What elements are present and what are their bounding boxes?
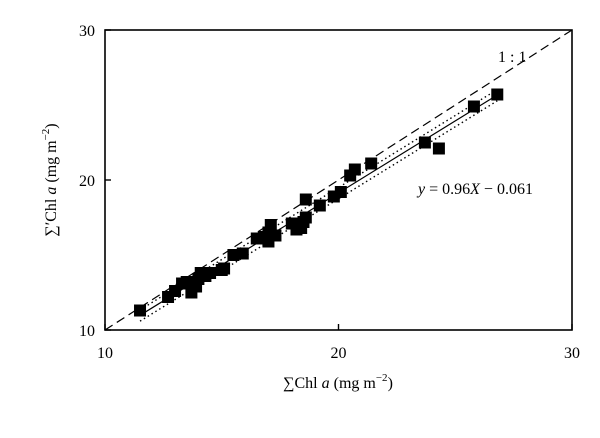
- x-axis-label-part-5: ): [388, 375, 393, 392]
- y-axis-label-part-2: a: [43, 187, 60, 195]
- one-to-one-label: 1 : 1: [498, 49, 526, 66]
- y-axis-label-part-3: (mg m: [43, 140, 60, 187]
- data-point: [313, 199, 326, 212]
- y-axis-label-part-5: ): [43, 123, 60, 128]
- equation-y: y: [416, 181, 426, 198]
- data-point: [348, 163, 361, 176]
- data-point: [334, 186, 347, 198]
- y-tick-label: 30: [79, 23, 95, 40]
- data-point: [134, 304, 147, 317]
- equation-coef: = 0.96: [425, 181, 470, 198]
- data-point: [269, 229, 282, 242]
- data-point: [467, 100, 480, 113]
- ticks-layer: 10 20 30 10 20 30: [79, 23, 580, 362]
- data-point: [365, 157, 378, 170]
- y-axis-label-exponent: −2: [40, 129, 52, 141]
- data-point: [227, 249, 240, 261]
- equation-x: X: [469, 181, 481, 198]
- data-point: [299, 211, 312, 224]
- equation-label: y = 0.96X − 0.061: [416, 181, 533, 198]
- points-layer: [134, 88, 504, 317]
- y-tick-label: 10: [79, 323, 95, 340]
- x-axis-label-part-2: a: [322, 375, 330, 392]
- y-tick-label: 20: [79, 173, 95, 190]
- x-axis-label: ∑Chl a (mg m−2): [283, 372, 393, 392]
- data-point: [204, 267, 217, 279]
- x-axis-label-part-3: (mg m: [330, 375, 377, 392]
- data-point: [299, 193, 312, 206]
- data-point: [432, 142, 445, 155]
- data-point: [491, 88, 504, 101]
- data-point: [236, 247, 249, 260]
- x-tick-label: 30: [564, 345, 580, 362]
- y-axis-label: ∑′Chl a (mg m−2): [40, 123, 60, 236]
- x-tick-label: 20: [331, 345, 347, 362]
- data-point: [218, 262, 231, 275]
- y-axis-label-part-1: ∑′Chl: [43, 195, 60, 237]
- data-point: [418, 136, 431, 149]
- data-point: [264, 219, 277, 231]
- x-axis-label-exponent: −2: [376, 372, 388, 384]
- equation-intercept: − 0.061: [480, 181, 533, 198]
- x-tick-label: 10: [97, 345, 113, 362]
- x-axis-label-part-1: ∑Chl: [283, 375, 322, 392]
